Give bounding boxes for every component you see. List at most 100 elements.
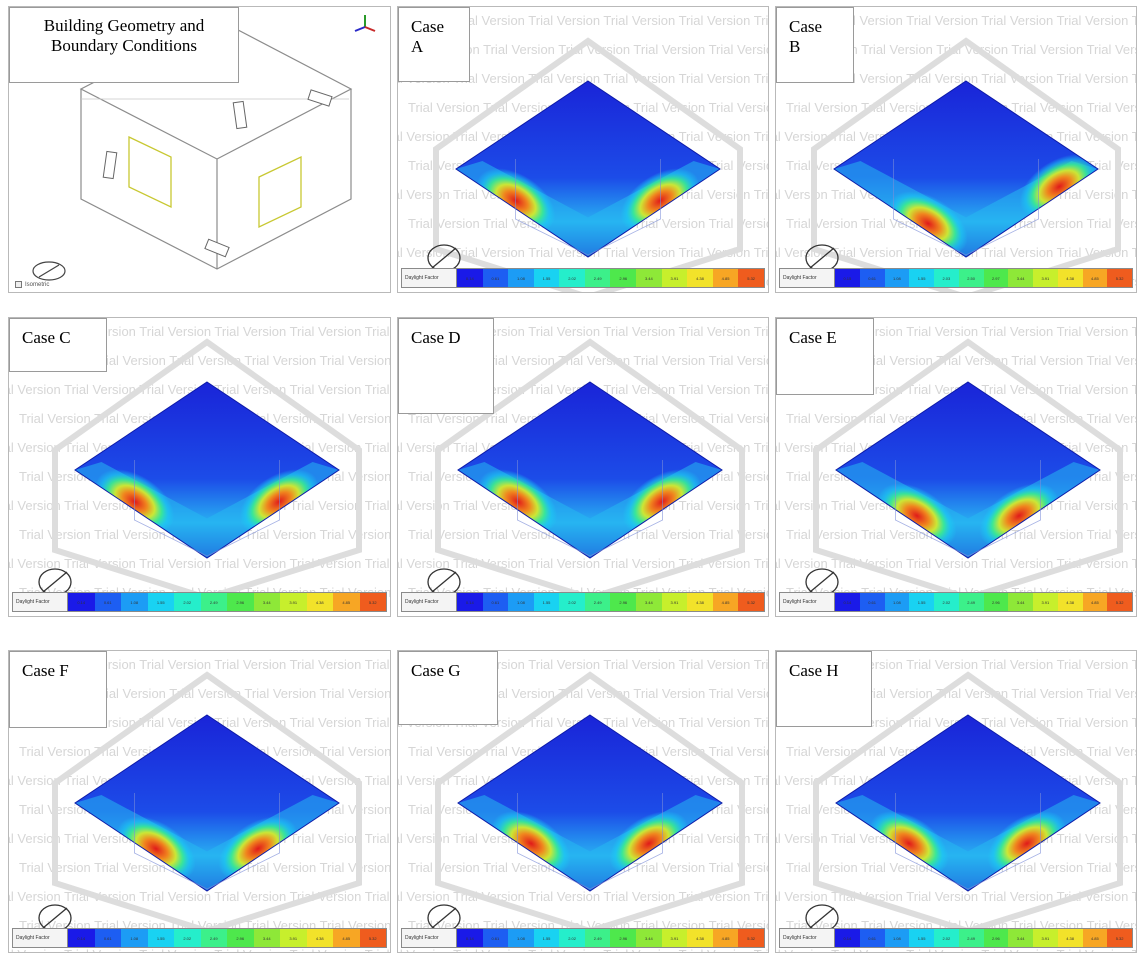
daylight-factor-legend: Daylight Factor 0.15 0.61 1.08 1.55 2.03 2.50 2… [779,268,1133,288]
geometry-panel-title: Building Geometry and Boundary Condition… [9,7,239,83]
legend-swatch: 4.85 [712,593,739,611]
legend-swatch: 0.61 [482,269,509,287]
legend-swatch: 4.38 [1057,593,1083,611]
legend-swatch: 4.85 [333,593,360,611]
legend-swatch: 0.14 [457,929,483,947]
legend-swatch: 0.61 [94,593,121,611]
legend-swatch: 5.32 [738,269,764,287]
legend-swatch: 2.02 [559,269,585,287]
case-label: Case G [398,651,498,725]
legend-swatch: 3.44 [636,269,662,287]
watermark-text: Trial Version Trial Version Trial Versio… [398,614,769,617]
legend-title: Daylight Factor [780,929,835,947]
legend-swatch: 3.44 [1008,929,1033,947]
watermark-text: Trial Version Trial Version Trial Versio… [19,686,391,701]
legend-title: Daylight Factor [780,593,835,611]
legend-swatch: 1.08 [121,593,148,611]
daylight-factor-legend: Daylight Factor 0.14 0.61 1.08 1.55 2.02 2.49 2… [779,928,1133,948]
legend-swatch: 4.85 [712,929,739,947]
case-panel-d: Trial Version Trial Version Trial Versio… [397,317,769,617]
daylight-plot: Trial Version Trial Version Trial Versio… [776,13,1137,292]
watermark-text: Trial Version Trial Version Trial Versio… [19,353,391,368]
legend-swatch: 5.32 [738,929,764,947]
legend-swatch: 4.38 [1057,269,1083,287]
watermark-text: Trial Version Trial Version Trial Versio… [9,947,391,953]
daylight-plot: Trial Version Trial Version Trial Versio… [9,324,391,617]
legend-swatch: 2.96 [983,929,1009,947]
legend-swatch: 3.91 [661,269,688,287]
legend-swatch: 1.55 [909,593,934,611]
watermark-text: Trial Version Trial Version Trial Versio… [776,245,1137,260]
legend-swatch: 2.02 [934,593,959,611]
legend-swatch: 1.08 [884,929,910,947]
case-label: Case B [776,7,854,83]
legend-swatch: 3.91 [1033,929,1058,947]
legend-swatch: 0.61 [859,593,885,611]
legend-swatch: 1.55 [147,593,174,611]
legend-swatch: 1.55 [909,269,934,287]
legend-swatch: 1.55 [909,929,934,947]
legend-swatch: 4.85 [1082,269,1108,287]
legend-swatch: 2.49 [584,269,611,287]
legend-swatch: 2.96 [610,929,637,947]
legend-swatch: 2.97 [983,269,1009,287]
case-panel-a: Trial Version Trial Version Trial Versio… [397,6,769,293]
legend-swatch: 2.96 [983,593,1009,611]
case-label: Case E [776,318,874,395]
legend-swatch: 0.61 [482,593,509,611]
legend-swatch: 2.03 [934,269,959,287]
legend-swatch: 1.55 [533,929,560,947]
legend-swatch: 2.02 [174,929,201,947]
legend-swatch: 4.38 [306,929,333,947]
compass-icon [32,261,66,281]
legend-swatch: 1.55 [533,269,560,287]
legend-swatch: 5.32 [359,593,386,611]
daylight-plot: Trial Version Trial Version Trial Versio… [398,324,769,617]
case-panel-h: Trial Version Trial Version Trial Versio… [775,650,1137,953]
case-label: Case C [9,318,107,372]
legend-swatch: 4.85 [1082,593,1108,611]
legend-swatch: 3.91 [661,929,688,947]
legend-swatch: 3.91 [1033,593,1058,611]
case-panel-e: Trial Version Trial Version Trial Versio… [775,317,1137,617]
legend-swatch: 3.91 [280,593,307,611]
legend-swatch: 2.49 [958,593,984,611]
legend-swatch: 2.02 [934,929,959,947]
case-panel-c: Trial Version Trial Version Trial Versio… [8,317,391,617]
case-label: Case A [398,7,470,82]
watermark-text: Trial Version Trial Version Trial Versio… [9,614,391,617]
legend-swatch: 2.50 [958,269,984,287]
legend-swatch: 4.38 [306,593,333,611]
daylight-factor-legend: Daylight Factor 0.14 0.61 1.08 1.55 2.02 2.49 2… [12,928,387,948]
legend-swatch: 0.61 [94,929,121,947]
legend-swatch: 2.96 [227,929,254,947]
daylight-factor-legend: Daylight Factor 0.14 0.61 1.08 1.55 2.02 2.49 2… [401,928,765,948]
case-label: Case H [776,651,872,727]
case-panel-f: Trial Version Trial Version Trial Versio… [8,650,391,953]
watermark-text: Trial Version Trial Version Trial Versio… [776,947,1137,953]
legend-swatch: 4.85 [712,269,739,287]
case-panel-g: Trial Version Trial Version Trial Versio… [397,650,769,953]
legend-swatch: 4.38 [1057,929,1083,947]
watermark-text: Trial Version Trial Version Trial Versio… [408,353,769,368]
legend-swatch: 2.02 [174,593,201,611]
legend-title: Daylight Factor [13,593,68,611]
watermark-text: Trial Version Trial Version Trial Versio… [398,947,769,953]
daylight-factor-legend: Daylight Factor 0.14 0.61 1.08 1.55 2.02 2.49 2… [12,592,387,612]
legend-swatch: 0.14 [835,929,860,947]
legend-swatch: 0.14 [68,929,95,947]
case-label: Case F [9,651,107,728]
legend-swatch: 5.32 [1107,929,1132,947]
legend-swatch: 0.61 [859,269,885,287]
legend-swatch: 3.44 [253,593,280,611]
view-indicator-icon [15,281,22,288]
legend-swatch: 5.32 [1107,593,1132,611]
legend-title: Daylight Factor [402,929,457,947]
legend-swatch: 4.85 [1082,929,1108,947]
daylight-factor-legend: Daylight Factor 0.14 0.61 1.08 1.55 2.02 2.49 2… [779,592,1133,612]
legend-swatch: 0.14 [68,593,95,611]
watermark-text: Trial Version Trial Version Trial Versio… [408,686,769,701]
legend-swatch: 1.55 [533,593,560,611]
case-label: Case D [398,318,494,414]
